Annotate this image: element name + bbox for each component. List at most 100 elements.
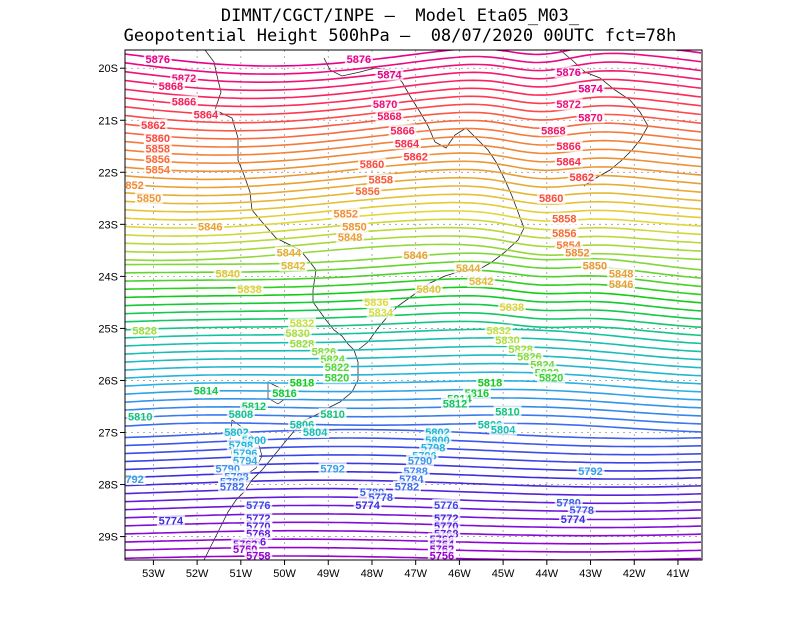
- x-tick-label: 42W: [623, 568, 646, 580]
- contour-label: 5790: [408, 456, 432, 468]
- contour-label-bg: [554, 98, 583, 111]
- y-tick-label: 20S: [98, 63, 118, 75]
- contour-label-bg: [567, 171, 596, 184]
- contour-label: 5846: [609, 279, 633, 291]
- contour-line-5798: [125, 371, 702, 385]
- contour-line-5782: [125, 437, 702, 448]
- contour-label-bg: [371, 98, 400, 111]
- contour-label: 5856: [146, 154, 170, 166]
- contour-label: 5776: [246, 500, 270, 512]
- contour-line-5868: [125, 78, 702, 100]
- map-title-line-2: Geopotential Height 500hPa — 08/07/2020 …: [123, 26, 677, 46]
- y-tick-label: 24S: [98, 271, 118, 283]
- contour-label: 5840: [215, 268, 239, 280]
- contour-label-bg: [143, 132, 172, 145]
- contour-label-bg: [475, 376, 504, 389]
- contour-label-bg: [340, 220, 369, 233]
- map-frame: [124, 49, 703, 561]
- x-tick-label: 49W: [317, 568, 340, 580]
- contour-line-5790: [125, 405, 702, 417]
- contour-line-5832: [125, 226, 702, 245]
- contour-label: 5856: [355, 186, 379, 198]
- contour-label-bg: [414, 282, 443, 295]
- contour-label: 5774: [159, 516, 184, 528]
- contour-line-5764: [125, 513, 702, 521]
- contour-label: 5804: [491, 425, 516, 437]
- contour-line-5872: [125, 61, 702, 83]
- contour-label-bg: [226, 407, 255, 420]
- contour-label: 5866: [390, 125, 414, 137]
- contour-label-bg: [244, 549, 273, 560]
- contour-label-bg: [357, 158, 386, 171]
- contour-label: 5852: [565, 248, 589, 260]
- contour-label: 5820: [325, 372, 349, 384]
- contour-label: 5846: [403, 250, 427, 262]
- contour-label-bg: [580, 259, 609, 272]
- contour-label-bg: [576, 111, 605, 124]
- contour-label-bg: [196, 220, 225, 233]
- contour-label: 5864: [556, 156, 581, 168]
- contour-line-5838: [125, 201, 702, 221]
- contour-label-bg: [441, 397, 470, 410]
- contour-label-bg: [156, 514, 185, 527]
- contour-line-5816: [125, 294, 702, 312]
- y-tick-label: 21S: [98, 115, 118, 127]
- contour-label: 5828: [132, 326, 156, 338]
- contour-label-bg: [331, 207, 360, 220]
- contour-label: 5810: [495, 406, 519, 418]
- contour-line-5842: [125, 185, 702, 205]
- island-outline: [267, 381, 287, 405]
- contour-line-5800: [125, 362, 702, 377]
- contour-line-5830: [125, 235, 702, 254]
- contour-line-5792: [125, 397, 702, 409]
- contour-label-bg: [362, 296, 391, 308]
- contour-label-bg: [274, 246, 303, 259]
- contour-line-5874: [125, 52, 702, 75]
- contour-label: 5866: [172, 97, 196, 109]
- contour-label-bg: [607, 277, 636, 290]
- contour-label-bg: [554, 65, 583, 78]
- contour-label-bg: [392, 137, 421, 150]
- contour-label: 5868: [159, 81, 183, 93]
- contour-label: 5812: [443, 398, 467, 410]
- y-tick-label: 23S: [98, 219, 118, 231]
- contour-label-bg: [270, 387, 299, 400]
- contour-label: 5792: [119, 474, 143, 486]
- axis-ticks: 53W 52W 51W 50W 49W 48W 47W 46W 45W 44W 43W 42W 41W 2…: [98, 63, 689, 580]
- x-tick-label: 41W: [667, 568, 690, 580]
- contour-label-bg: [489, 423, 518, 436]
- contour-line-5864: [125, 95, 702, 116]
- contour-label: 5876: [556, 67, 580, 79]
- contour-line-5754: [125, 555, 702, 560]
- contour-label-bg: [191, 384, 220, 397]
- contour-labels: 5876 587658765874587458725872587058705868…: [119, 52, 636, 560]
- contour-label-bg: [484, 324, 513, 337]
- contour-line-5866: [125, 87, 702, 108]
- x-tick-label: 44W: [536, 568, 559, 580]
- contour-label: 5792: [578, 466, 602, 478]
- contour-line-5834: [125, 218, 702, 237]
- contour-label-bg: [244, 498, 273, 511]
- contour-label-bg: [283, 327, 312, 340]
- contour-label: 5836: [364, 297, 388, 309]
- contour-line-5780: [125, 445, 702, 456]
- contour-label: 5850: [342, 222, 366, 234]
- contour-label: 5808: [229, 409, 253, 421]
- contour-label-bg: [576, 82, 605, 95]
- map-title-line-1: DIMNT/CGCT/INPE — Model Eta05_M03_: [220, 6, 580, 26]
- contour-line-5840: [125, 193, 702, 213]
- contour-label: 5852: [334, 209, 358, 221]
- contour-line-5794: [125, 388, 702, 401]
- contour-label: 5776: [434, 500, 458, 512]
- contour-label-bg: [170, 95, 199, 108]
- contour-label-bg: [550, 226, 579, 239]
- contour-line-5806: [125, 337, 702, 353]
- contour-line-5758: [125, 538, 702, 545]
- contour-line-5844: [125, 176, 702, 197]
- contour-label-bg: [344, 52, 373, 65]
- contour-label-bg: [318, 462, 347, 475]
- y-tick-label: 28S: [98, 480, 118, 492]
- contour-line-5788: [125, 414, 702, 425]
- contour-label: 5862: [141, 120, 165, 132]
